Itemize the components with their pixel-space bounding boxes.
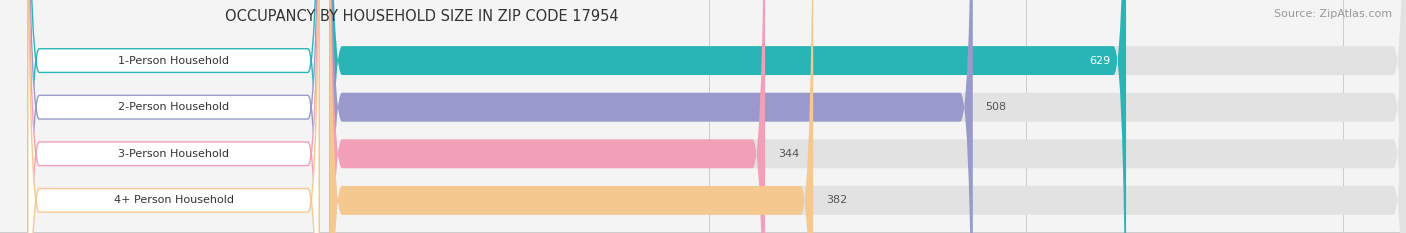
Text: 344: 344 (778, 149, 799, 159)
Text: 508: 508 (986, 102, 1007, 112)
Text: 382: 382 (825, 195, 848, 205)
Text: 4+ Person Household: 4+ Person Household (114, 195, 233, 205)
Text: 2-Person Household: 2-Person Household (118, 102, 229, 112)
Text: 3-Person Household: 3-Person Household (118, 149, 229, 159)
FancyBboxPatch shape (329, 0, 973, 233)
FancyBboxPatch shape (28, 0, 319, 233)
FancyBboxPatch shape (28, 0, 319, 233)
FancyBboxPatch shape (329, 0, 1406, 233)
Text: 629: 629 (1090, 56, 1111, 65)
FancyBboxPatch shape (329, 0, 1406, 233)
Text: Source: ZipAtlas.com: Source: ZipAtlas.com (1274, 9, 1392, 19)
FancyBboxPatch shape (329, 0, 765, 233)
Text: 1-Person Household: 1-Person Household (118, 56, 229, 65)
FancyBboxPatch shape (28, 0, 319, 233)
FancyBboxPatch shape (28, 0, 319, 233)
FancyBboxPatch shape (329, 0, 1126, 233)
FancyBboxPatch shape (329, 0, 1406, 233)
FancyBboxPatch shape (329, 0, 1406, 233)
FancyBboxPatch shape (329, 0, 813, 233)
Text: OCCUPANCY BY HOUSEHOLD SIZE IN ZIP CODE 17954: OCCUPANCY BY HOUSEHOLD SIZE IN ZIP CODE … (225, 9, 619, 24)
